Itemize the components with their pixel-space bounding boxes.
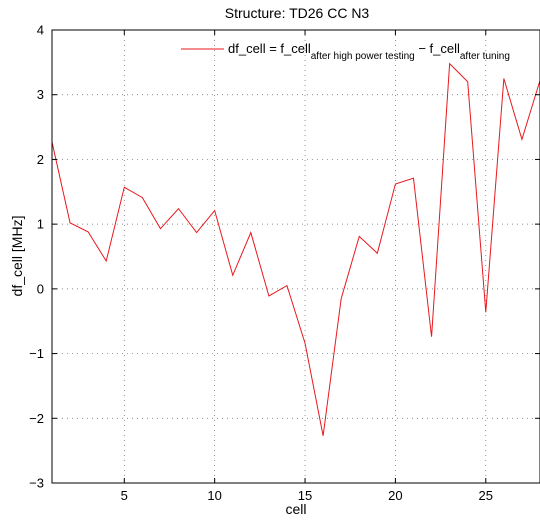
legend-minus: − f_cell xyxy=(415,41,460,56)
y-tick-label: −2 xyxy=(29,411,44,426)
chart-title: Structure: TD26 CC N3 xyxy=(225,5,370,21)
y-tick-label: 4 xyxy=(37,23,44,38)
legend: df_cell = f_cellafter high power testing… xyxy=(181,41,510,62)
y-tick-label: 2 xyxy=(37,152,44,167)
legend-sub-2: after tuning xyxy=(460,51,510,62)
ticks xyxy=(52,29,540,484)
plot-frame xyxy=(51,29,540,484)
x-axis-label: cell xyxy=(285,501,306,517)
legend-entry: df_cell = f_cellafter high power testing… xyxy=(228,41,510,62)
x-tick-label: 25 xyxy=(479,488,493,503)
y-tick-label: 1 xyxy=(37,217,44,232)
x-tick-label: 15 xyxy=(298,488,312,503)
y-tick-label: −1 xyxy=(29,346,44,361)
y-tick-label: −3 xyxy=(29,476,44,491)
y-tick-labels: −3 −2 −1 0 1 2 3 4 xyxy=(29,23,44,491)
x-tick-label: 10 xyxy=(207,488,221,503)
y-tick-label: 0 xyxy=(37,281,44,296)
legend-sub-1: after high power testing xyxy=(311,51,415,62)
x-tick-labels: 5 10 15 20 25 xyxy=(121,488,493,503)
series-layer xyxy=(51,62,540,436)
y-axis-label: df_cell [MHz] xyxy=(9,216,25,297)
y-tick-label: 3 xyxy=(37,87,44,102)
series-line xyxy=(51,62,540,436)
grid xyxy=(52,30,540,483)
x-tick-label: 20 xyxy=(388,488,402,503)
x-tick-label: 5 xyxy=(121,488,128,503)
legend-main: df_cell = f_cell xyxy=(228,41,311,56)
